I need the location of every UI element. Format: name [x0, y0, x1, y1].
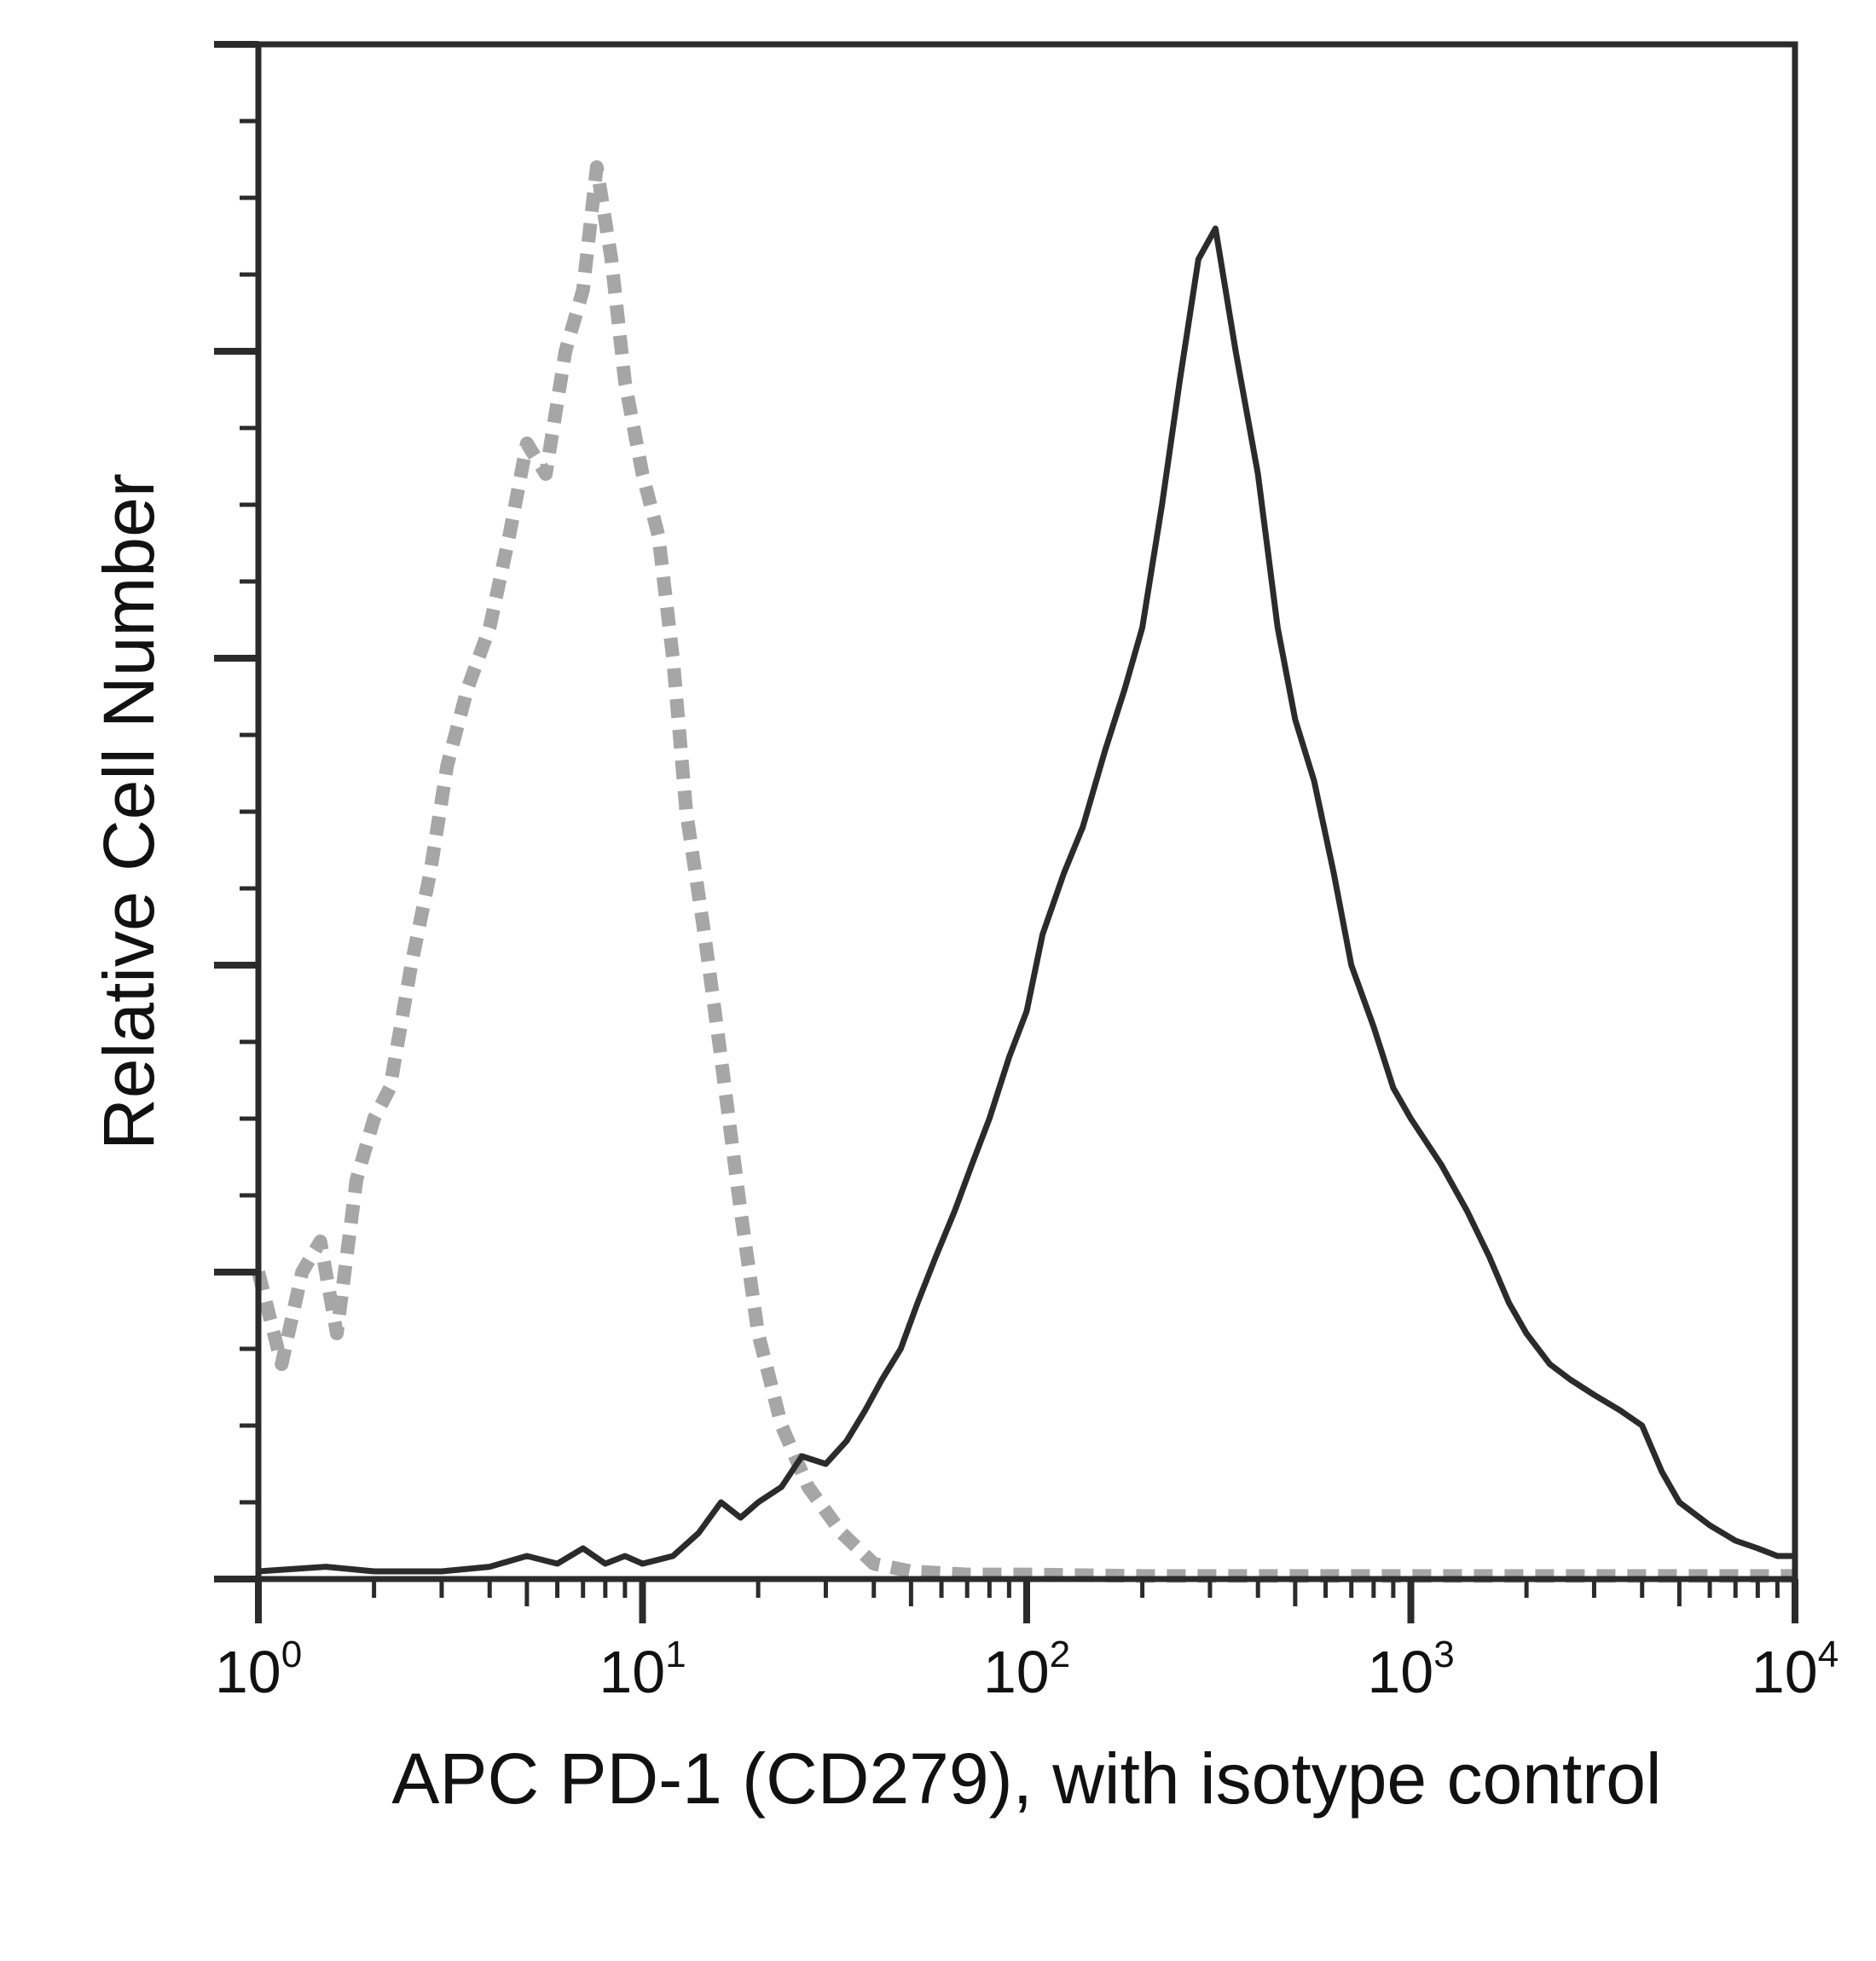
x-tick-label-exponent: 4	[1818, 1634, 1838, 1675]
x-tick-label-base: 10	[1752, 1639, 1818, 1705]
series-layer	[252, 160, 1795, 1583]
isotype-control-histogram-line	[252, 160, 1795, 1583]
x-tick-label: 102	[983, 1634, 1070, 1705]
pd1-histogram-line	[258, 225, 1795, 1575]
x-tick-label-exponent: 3	[1433, 1634, 1454, 1675]
x-tick-label-exponent: 1	[665, 1634, 686, 1675]
x-tick-label: 103	[1367, 1634, 1454, 1705]
x-axis-title: APC PD-1 (CD279), with isotype control	[391, 1738, 1661, 1819]
x-tick-label-base: 10	[599, 1639, 665, 1705]
x-tick-label-exponent: 2	[1050, 1634, 1070, 1675]
x-tick-label-base: 10	[215, 1639, 281, 1705]
x-axis-tick-labels: 100 101 102 103 104	[215, 1634, 1838, 1705]
x-tick-label: 104	[1752, 1634, 1838, 1705]
y-axis-title: Relative Cell Number	[89, 473, 169, 1150]
x-tick-label: 101	[599, 1634, 686, 1705]
x-tick-label-base: 10	[1367, 1639, 1433, 1705]
x-tick-label-exponent: 0	[281, 1634, 302, 1675]
x-tick-label-base: 10	[983, 1639, 1050, 1705]
x-axis-ticks	[255, 1579, 1798, 1623]
x-tick-label: 100	[215, 1634, 302, 1705]
y-axis-ticks	[214, 41, 258, 1582]
